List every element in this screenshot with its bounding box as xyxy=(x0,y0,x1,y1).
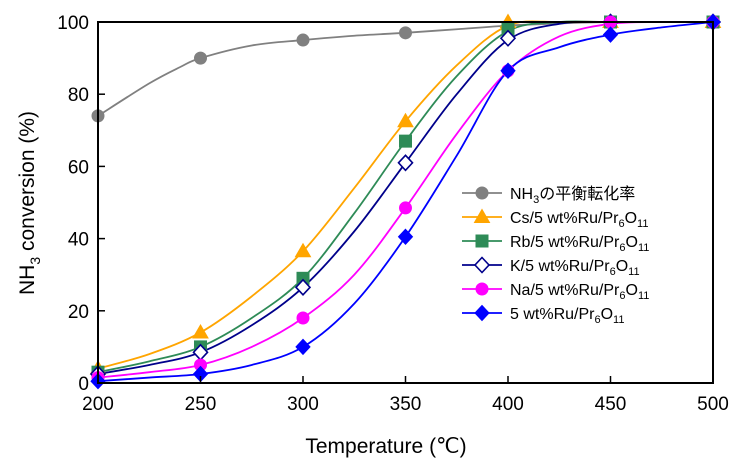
x-axis-title: Temperature (℃) xyxy=(305,435,466,458)
legend: NH3の平衡転化率 Cs/5 wt%Ru/Pr6O11 Rb/5 wt%Ru/Pr6… xyxy=(462,185,649,326)
legend-marker xyxy=(473,256,491,274)
data-point-series-1 xyxy=(294,242,312,258)
y-tick-label: 100 xyxy=(57,13,89,34)
data-point-series-0 xyxy=(296,33,310,47)
x-tick-label: 400 xyxy=(492,394,524,415)
legend-marker xyxy=(475,234,489,248)
data-point-series-4 xyxy=(399,201,412,215)
x-tick-label: 200 xyxy=(82,394,114,415)
data-point-series-0 xyxy=(194,51,207,65)
data-point-series-5 xyxy=(602,26,619,43)
data-point-series-2 xyxy=(399,134,412,148)
data-point-series-1 xyxy=(192,323,209,339)
data-point-series-1 xyxy=(397,112,414,128)
data-point-series-3 xyxy=(499,29,517,47)
data-point-series-4 xyxy=(296,311,310,325)
legend-label: K/5 wt%Ru/Pr6O11 xyxy=(510,258,640,278)
legend-marker xyxy=(474,304,490,322)
y-tick-label: 60 xyxy=(68,157,89,178)
y-axis-title-sub: 3 xyxy=(27,257,43,265)
y-axis-title-main: NH xyxy=(16,265,39,295)
legend-label: NH3の平衡転化率 xyxy=(510,185,635,206)
x-tick-label: 500 xyxy=(697,394,729,415)
data-point-series-3 xyxy=(294,278,312,297)
y-tick-label: 20 xyxy=(68,302,89,323)
x-tick-label: 350 xyxy=(390,394,422,415)
data-point-series-3 xyxy=(397,154,414,172)
x-ticks: 200 250 300 350 400 450 500 xyxy=(82,376,729,415)
legend-marker xyxy=(473,208,491,223)
y-tick-label: 80 xyxy=(68,85,89,106)
legend-label: Cs/5 wt%Ru/Pr6O11 xyxy=(510,210,648,230)
data-point-series-5 xyxy=(500,62,516,79)
y-tick-label: 40 xyxy=(68,230,89,251)
legend-marker xyxy=(475,186,489,200)
legend-label: Na/5 wt%Ru/Pr6O11 xyxy=(510,282,649,302)
x-tick-label: 450 xyxy=(595,394,627,415)
x-tick-label: 250 xyxy=(185,394,217,415)
y-axis-title-rest: conversion (%) xyxy=(16,111,39,257)
y-axis-title: NH3 conversion (%) xyxy=(16,111,43,295)
data-point-series-0 xyxy=(399,26,412,40)
data-point-series-5 xyxy=(397,228,414,246)
y-tick-label: 0 xyxy=(78,374,89,395)
legend-label: Rb/5 wt%Ru/Pr6O11 xyxy=(510,234,649,254)
legend-label: 5 wt%Ru/Pr6O11 xyxy=(510,306,624,326)
y-ticks: 0 20 40 60 80 100 xyxy=(57,13,105,395)
data-point-series-5 xyxy=(295,338,311,356)
legend-marker xyxy=(475,282,489,296)
x-tick-label: 300 xyxy=(287,394,319,415)
